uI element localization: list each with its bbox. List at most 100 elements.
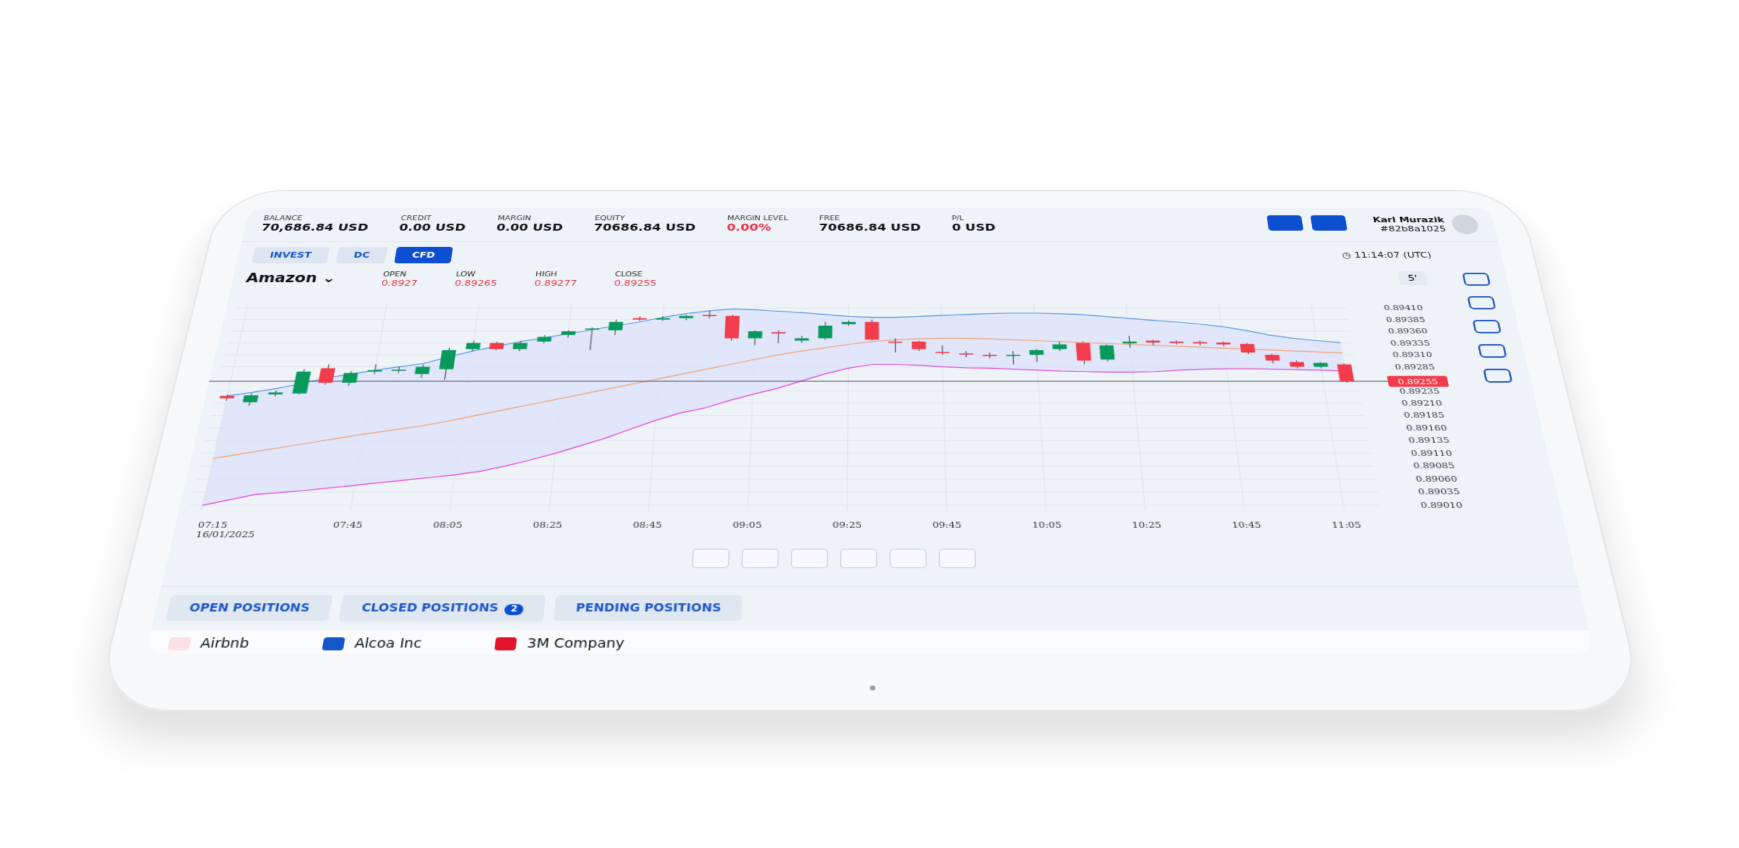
positions-tab[interactable]: OPEN POSITIONS bbox=[165, 595, 333, 621]
instrument-item[interactable]: Airbnb bbox=[167, 636, 250, 651]
stat: CREDIT 0.00 USD bbox=[398, 215, 467, 233]
ohlc-label: LOW bbox=[455, 271, 476, 279]
ohlc: LOW 0.89265 bbox=[454, 271, 499, 288]
tool[interactable] bbox=[1466, 296, 1497, 310]
stat-label: EQUITY bbox=[594, 215, 626, 223]
candle-body bbox=[268, 392, 283, 395]
account-header: BALANCE 70,686.84 USD CREDIT 0.00 USD MARG… bbox=[241, 207, 1499, 242]
tab-active[interactable]: CFD bbox=[394, 246, 453, 263]
deposit-button[interactable] bbox=[1266, 215, 1304, 231]
x-tick-label: 11:05 bbox=[1331, 521, 1362, 531]
candle-body bbox=[771, 332, 786, 334]
candle-body bbox=[367, 370, 383, 372]
stat-value: 0.00% bbox=[726, 222, 772, 234]
ohlc-label: CLOSE bbox=[614, 271, 643, 279]
candle-body bbox=[1216, 342, 1231, 345]
candle-body bbox=[632, 318, 647, 320]
candle-body bbox=[1337, 364, 1355, 382]
candle-body bbox=[537, 336, 552, 342]
tool[interactable] bbox=[1472, 319, 1502, 334]
positions-tabs: OPEN POSITIONS CLOSED POSITIONS 2 PENDING… bbox=[151, 586, 1589, 629]
user: Karl Murazik #82b8a1025 bbox=[1372, 215, 1447, 233]
candle-wick bbox=[1013, 351, 1014, 364]
tool[interactable] bbox=[1461, 272, 1491, 286]
candle-body bbox=[1264, 354, 1280, 361]
positions-tab[interactable]: CLOSED POSITIONS 2 bbox=[338, 594, 546, 622]
candle-body bbox=[702, 314, 717, 317]
ohlc-value: 0.8927 bbox=[380, 278, 419, 289]
candle-body bbox=[1169, 341, 1184, 343]
zoom-out[interactable] bbox=[790, 548, 829, 569]
zoom-reset[interactable] bbox=[840, 548, 878, 569]
y-tick-label: 0.89335 bbox=[1390, 339, 1431, 348]
stat-value: 0.00 USD bbox=[398, 222, 467, 234]
stat: EQUITY 70686.84 USD bbox=[593, 215, 696, 233]
x-tick-label: 10:25 bbox=[1132, 521, 1162, 531]
instrument-item[interactable]: 3M Company bbox=[494, 636, 625, 651]
candle-body bbox=[242, 395, 259, 403]
zoom-fit[interactable] bbox=[889, 548, 927, 569]
clock: ◷ 11:14:07 (UTC) bbox=[1341, 250, 1433, 260]
candle-body bbox=[935, 351, 950, 354]
ohlc-label: HIGH bbox=[534, 271, 558, 279]
candle-body bbox=[1192, 342, 1208, 344]
timeframe[interactable]: 5' bbox=[1397, 271, 1429, 286]
side-toolbar bbox=[1454, 272, 1522, 383]
stat: P/L 0 USD bbox=[952, 215, 996, 233]
candle-body bbox=[982, 354, 997, 356]
tool[interactable] bbox=[1477, 344, 1508, 358]
stat-label: FREE bbox=[819, 215, 840, 223]
instrument[interactable]: Amazon ⌄ bbox=[244, 271, 338, 286]
y-tick-label: 0.89060 bbox=[1415, 475, 1459, 484]
logo bbox=[321, 637, 346, 651]
stat-label: BALANCE bbox=[262, 215, 303, 223]
x-tick-label: 09:05 bbox=[732, 521, 762, 531]
ohlc-value: 0.89265 bbox=[453, 278, 498, 289]
ohlc-value: 0.89255 bbox=[613, 278, 657, 289]
tab[interactable]: INVEST bbox=[251, 246, 330, 263]
stat-value: 0.00 USD bbox=[495, 222, 564, 234]
chart-nav bbox=[165, 548, 1502, 569]
tool[interactable] bbox=[1482, 368, 1513, 383]
stat-value: 70686.84 USD bbox=[593, 222, 697, 234]
stat-label: MARGIN bbox=[497, 215, 532, 223]
y-tick-label: 0.89085 bbox=[1413, 462, 1456, 471]
candle-body bbox=[655, 318, 670, 320]
stat: FREE 70686.84 USD bbox=[819, 215, 921, 233]
y-tick-label: 0.89035 bbox=[1417, 488, 1460, 498]
candle-body bbox=[341, 373, 359, 383]
nav-next[interactable] bbox=[938, 548, 977, 569]
candle-body bbox=[1029, 350, 1044, 355]
instrument-name: Amazon bbox=[244, 271, 319, 286]
ohlc: CLOSE 0.89255 bbox=[614, 271, 658, 288]
wallet-button[interactable] bbox=[1310, 215, 1348, 231]
nav-prev[interactable] bbox=[691, 548, 730, 569]
x-date-label: 16/01/2025 bbox=[195, 530, 256, 540]
chart: 0.89410 0.89385 0.89360 0.89335 0.89310 0.892… bbox=[171, 295, 1464, 540]
candle-body bbox=[489, 342, 505, 350]
stat-label: MARGIN LEVEL bbox=[727, 215, 789, 223]
positions-tab-text: CLOSED POSITIONS bbox=[360, 600, 500, 614]
instrument-item[interactable]: Alcoa Inc bbox=[321, 636, 423, 651]
candle-body bbox=[608, 321, 624, 331]
x-tick-label: 07:15 bbox=[197, 521, 228, 531]
positions-tab[interactable]: PENDING POSITIONS bbox=[553, 595, 743, 621]
x-tick-label: 08:45 bbox=[632, 521, 662, 531]
y-tick-label: 0.89010 bbox=[1420, 501, 1464, 511]
camera bbox=[870, 685, 876, 691]
stat-label: P/L bbox=[951, 215, 965, 223]
stat: MARGIN 0.00 USD bbox=[496, 215, 564, 233]
zoom-in[interactable] bbox=[741, 548, 779, 569]
tab[interactable]: DC bbox=[335, 246, 388, 263]
actions bbox=[1257, 215, 1348, 233]
candle-body bbox=[841, 321, 856, 325]
y-tick-label: 0.89385 bbox=[1385, 316, 1426, 324]
ohlc-value: 0.89277 bbox=[533, 278, 578, 289]
stat-value: 70,686.84 USD bbox=[260, 222, 370, 234]
y-tick-label: 0.89235 bbox=[1399, 387, 1441, 396]
candle-body bbox=[318, 368, 336, 383]
avatar[interactable] bbox=[1450, 214, 1481, 235]
band-area bbox=[202, 308, 1368, 506]
